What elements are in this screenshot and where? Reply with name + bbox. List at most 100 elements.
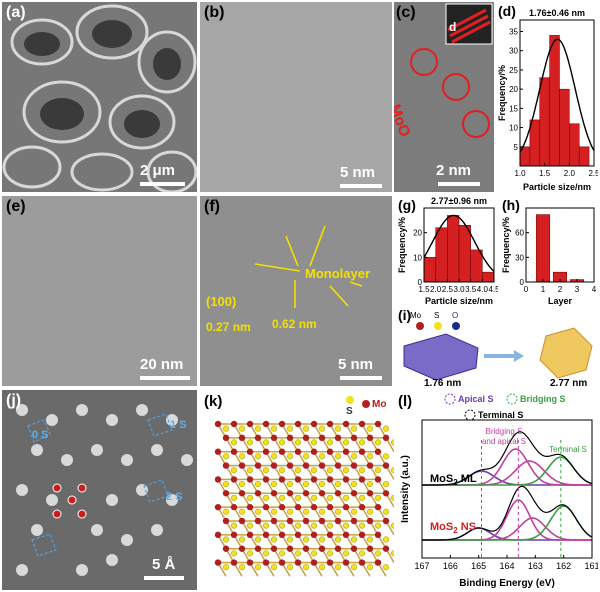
legend-k-mo: Mo	[372, 399, 386, 410]
ytick-label-d: 25	[509, 66, 518, 75]
monolayer-annotations: Monolayer (100) 0.27 nm 0.62 nm	[206, 225, 370, 334]
mo-atom	[278, 503, 286, 511]
panel-c-hrtem-image: (c) d MoO 2 nm	[394, 2, 494, 192]
series-label-1: MoS2 NS	[430, 521, 476, 535]
scale-label-e: 20 nm	[140, 356, 184, 373]
panel-label-l: (l)	[398, 393, 412, 410]
panel-i-schematic: (i) Mo S O 1.76 nm 2.77 nm	[396, 306, 598, 388]
bar-d	[569, 123, 580, 167]
s-atom	[254, 480, 262, 488]
bar-g	[435, 227, 448, 283]
ytick-label-h: 30	[515, 253, 524, 262]
s-atom	[222, 480, 230, 488]
mo-atom	[302, 490, 310, 497]
xtick-label-g: 3.0	[453, 285, 465, 294]
mo-atom	[302, 434, 310, 442]
s-atom	[366, 564, 374, 571]
s-atom	[254, 508, 262, 515]
mo-atom	[254, 434, 262, 442]
xtick-label-l: 161	[584, 561, 598, 571]
series-label-0: MoS2 ML	[430, 473, 477, 487]
s-atom	[270, 536, 278, 543]
s-atom	[374, 439, 382, 446]
s-atom	[318, 564, 326, 571]
mo-atom	[246, 476, 254, 483]
mo-atom	[254, 517, 262, 525]
chart-g: (g) 2.77±0.96 nm 1.5 2.0 2.5 3.0 3.5 4.0 4.5 0 10 2…	[397, 196, 498, 306]
scale-label-b: 5 nm	[340, 164, 376, 181]
s-atom	[222, 425, 230, 432]
stem-overlay: 0 S 1 S 2 S	[16, 404, 193, 576]
mo-atom	[230, 420, 238, 428]
xlabel-l: Binding Energy (eV)	[459, 578, 555, 589]
scale-bar-a	[140, 182, 185, 186]
xtick-label-g: 2.0	[430, 285, 442, 294]
xlabel-d: Particle size/nm	[523, 182, 591, 192]
mo-atom	[238, 517, 246, 525]
legend-i-s: S	[434, 311, 439, 320]
mo-atom	[222, 490, 230, 497]
ylabel-g: Frequency/%	[397, 217, 407, 273]
mo-atom	[342, 420, 350, 428]
scale-bar-c	[438, 182, 480, 186]
s-atom	[254, 453, 262, 460]
s-atom	[382, 508, 390, 515]
ytick-label-d: 35	[509, 28, 518, 37]
xtick-label-g: 1.5	[418, 285, 430, 294]
mo-atom	[294, 559, 302, 566]
s-atom	[334, 508, 342, 515]
s-atom	[342, 522, 350, 529]
annotation-l: and apical S	[482, 437, 526, 446]
scale-bar-e	[140, 376, 190, 380]
s-atom	[302, 508, 310, 515]
s-atom	[262, 522, 270, 529]
chart-title-d: 1.76±0.46 nm	[529, 8, 585, 18]
panel-h-histogram: (h) 0 1 2 3 4 0 30 60 Layer Frequency/%	[500, 196, 598, 306]
ytick-label-d: 5	[514, 143, 519, 152]
s-atom	[366, 453, 374, 460]
mo-atom	[382, 490, 390, 497]
mo-atom	[270, 462, 278, 469]
legend-k-s-dot	[346, 396, 354, 404]
mo-atom	[350, 517, 358, 525]
s-atom	[262, 467, 270, 474]
s-atom	[302, 453, 310, 460]
s-atom	[318, 453, 326, 460]
mo-atom	[302, 517, 310, 525]
mark-1s: 1 S	[170, 419, 187, 431]
xtick-label-h: 4	[592, 285, 597, 294]
bar-g	[423, 257, 436, 283]
s-atom	[382, 564, 390, 571]
s-atom	[222, 564, 230, 571]
mo-atom	[270, 490, 278, 497]
chart-h: (h) 0 1 2 3 4 0 30 60 Layer Frequency/%	[501, 197, 597, 306]
s-atom	[350, 508, 358, 515]
s-atom	[334, 564, 342, 571]
mo-atom	[310, 448, 318, 455]
legend-label-l: Terminal S	[478, 410, 523, 420]
mo-atom	[286, 490, 294, 497]
mo-atom	[286, 434, 294, 442]
mo-atom	[334, 462, 342, 469]
mo-atom	[238, 545, 246, 552]
ytick-label-d: 30	[509, 47, 518, 56]
panel-label-a: (a)	[6, 4, 26, 21]
mo-atom	[358, 503, 366, 511]
s-atom	[278, 522, 286, 529]
xtick-label-d: 2.0	[564, 169, 576, 178]
s-atom	[246, 467, 254, 474]
ytick-label-d: 10	[509, 124, 518, 133]
mo-atom	[366, 434, 374, 442]
legend-marker-l	[506, 393, 518, 405]
panel-k-lattice-model: (k) Mo S	[200, 390, 394, 590]
mark-2s: 2 S	[166, 491, 183, 503]
panel-label-d: (d)	[498, 3, 516, 19]
s-atom	[286, 564, 294, 571]
mo-atom	[286, 462, 294, 469]
s-atom	[326, 550, 334, 557]
size-right-label: 2.77 nm	[550, 378, 587, 388]
mo-atom	[310, 531, 318, 539]
fit-curve-g	[423, 214, 495, 272]
ytick-label-h: 0	[520, 278, 525, 287]
s-atom	[270, 453, 278, 460]
